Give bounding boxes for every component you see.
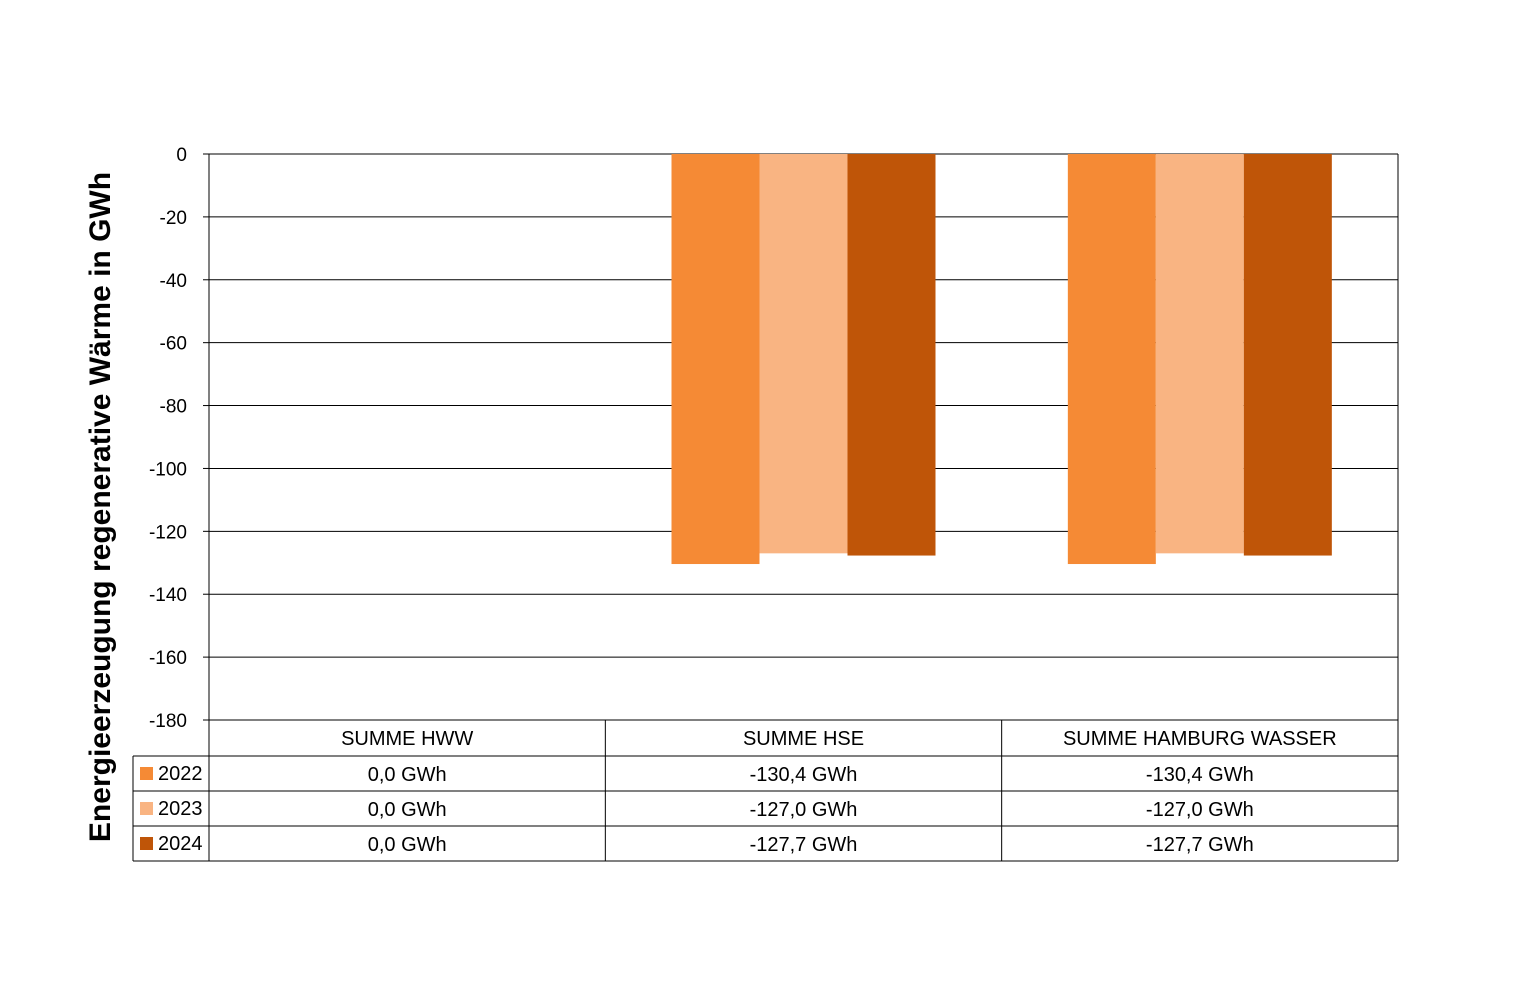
- data-label: -130,4 GWh: [1146, 764, 1254, 786]
- y-tick-label: 0: [176, 145, 187, 166]
- data-label: 0,0 GWh: [368, 834, 447, 856]
- x-tick-label: SUMME HWW: [341, 728, 473, 750]
- y-tick-label: -160: [149, 648, 187, 669]
- legend-swatch-2024: [140, 837, 153, 850]
- y-tick-label: -120: [149, 522, 187, 543]
- bar-2024-2: [847, 154, 936, 556]
- bar-2022-2: [671, 154, 760, 565]
- y-axis: 0 -20 -40 -60 -80 -100 -120 -140 -160 -180: [149, 145, 1399, 732]
- y-tick-label: -80: [160, 397, 187, 418]
- y-axis-label: Energieerzeugung regenerative Wärme in G…: [84, 172, 117, 842]
- data-label: -130,4 GWh: [750, 764, 858, 786]
- y-tick-label: -140: [149, 585, 187, 606]
- x-tick-label: SUMME HAMBURG WASSER: [1063, 728, 1337, 750]
- y-tick-label: -20: [160, 208, 187, 229]
- y-tick-label: -180: [149, 711, 187, 732]
- legend-swatch-2022: [140, 767, 153, 780]
- bars: [671, 154, 1332, 565]
- data-table: SUMME HWW SUMME HSE SUMME HAMBURG WASSER 20…: [132, 720, 1399, 862]
- y-tick-label: -40: [160, 271, 187, 292]
- y-tick-label: -60: [160, 334, 187, 355]
- legend-label-2022: 2022: [158, 763, 203, 785]
- bar-2023-3: [1155, 154, 1244, 554]
- legend-label-2023: 2023: [158, 798, 203, 820]
- bar-2024-3: [1243, 154, 1332, 556]
- legend-label-2024: 2024: [158, 833, 203, 855]
- legend-swatch-2023: [140, 802, 153, 815]
- data-label: 0,0 GWh: [368, 764, 447, 786]
- bar-2023-2: [759, 154, 848, 554]
- data-label: -127,0 GWh: [750, 799, 858, 821]
- data-label: 0,0 GWh: [368, 799, 447, 821]
- data-label: -127,7 GWh: [750, 834, 858, 856]
- x-tick-label: SUMME HSE: [743, 728, 864, 750]
- data-label: -127,7 GWh: [1146, 834, 1254, 856]
- bar-2022-3: [1067, 154, 1156, 565]
- data-label: -127,0 GWh: [1146, 799, 1254, 821]
- y-tick-label: -100: [149, 459, 187, 480]
